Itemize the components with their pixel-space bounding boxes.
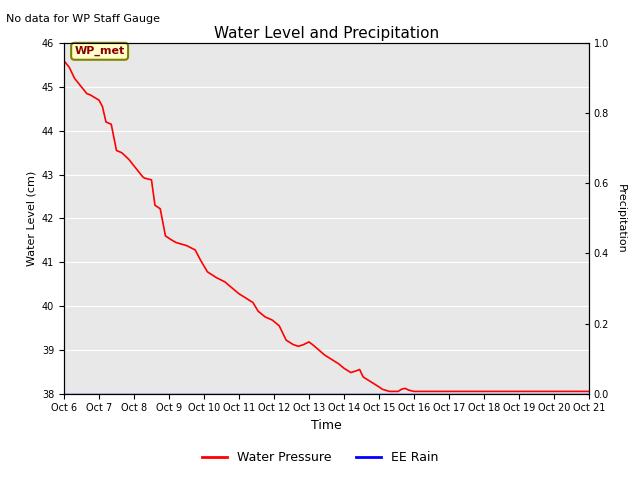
Y-axis label: Precipitation: Precipitation bbox=[616, 183, 626, 253]
Text: WP_met: WP_met bbox=[74, 46, 125, 57]
X-axis label: Time: Time bbox=[311, 419, 342, 432]
Text: No data for WP Staff Gauge: No data for WP Staff Gauge bbox=[6, 14, 161, 24]
Y-axis label: Water Level (cm): Water Level (cm) bbox=[26, 171, 36, 266]
Title: Water Level and Precipitation: Water Level and Precipitation bbox=[214, 25, 439, 41]
Legend: Water Pressure, EE Rain: Water Pressure, EE Rain bbox=[196, 446, 444, 469]
